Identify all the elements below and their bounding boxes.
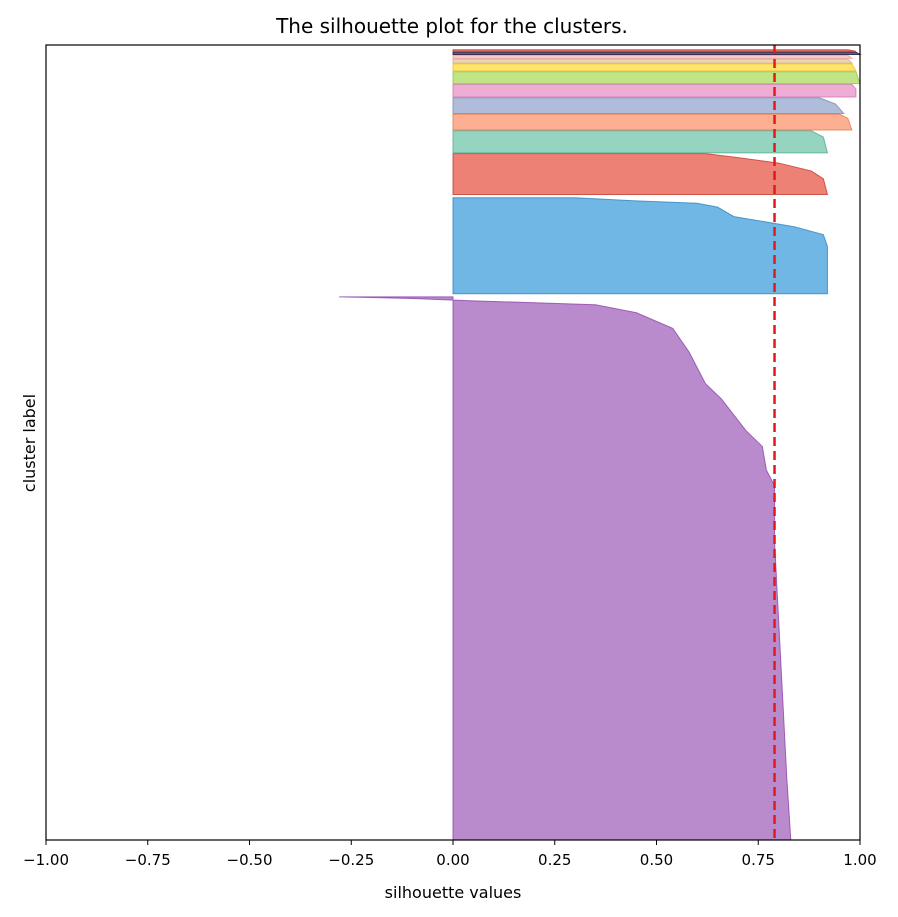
cluster-silhouette-4: [452, 113, 853, 131]
cluster-silhouette-0: [339, 296, 792, 841]
cluster-silhouette-2: [452, 153, 829, 196]
cluster-silhouette-11: [452, 51, 862, 55]
x-tick-label: −1.00: [23, 851, 69, 869]
y-axis-label: cluster label: [20, 394, 39, 492]
x-tick-label: 0.00: [436, 851, 469, 869]
cluster-silhouette-12: [452, 49, 857, 52]
cluster-silhouette-1: [452, 197, 828, 295]
x-tick-label: 0.50: [640, 851, 673, 869]
x-axis-label: silhouette values: [385, 883, 522, 902]
cluster-silhouette-7: [452, 71, 861, 85]
chart-title: The silhouette plot for the clusters.: [275, 14, 628, 38]
x-tick-label: 0.75: [742, 851, 775, 869]
cluster-silhouette-10: [452, 54, 854, 59]
cluster-silhouette-5: [452, 97, 845, 114]
cluster-silhouette-9: [452, 58, 854, 64]
cluster-silhouette-3: [452, 130, 829, 154]
x-tick-label: −0.75: [125, 851, 171, 869]
cluster-silhouette-8: [452, 63, 857, 72]
x-tick-label: 1.00: [843, 851, 876, 869]
cluster-silhouette-6: [452, 83, 857, 98]
x-tick-label: −0.25: [328, 851, 374, 869]
x-tick-label: −0.50: [227, 851, 273, 869]
plot-area: [339, 49, 862, 841]
x-axis-ticks: −1.00 −0.75 −0.50 −0.25 0.00 0.25 0.50 0.75 1.00: [23, 840, 877, 869]
x-tick-label: 0.25: [538, 851, 571, 869]
